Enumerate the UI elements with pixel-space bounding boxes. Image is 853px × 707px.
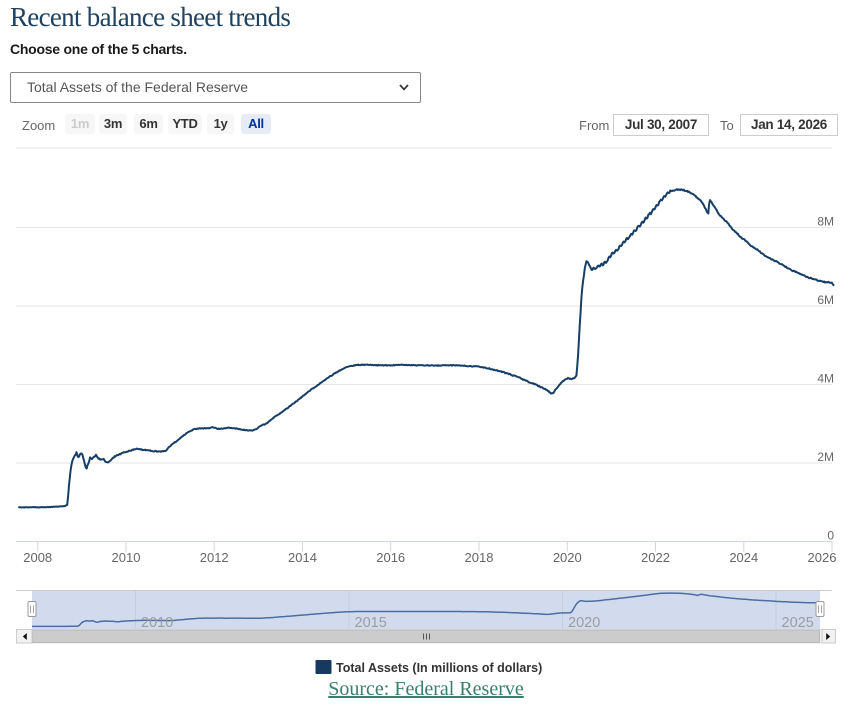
svg-text:6M: 6M (817, 293, 834, 307)
svg-text:Total Assets (In millions of d: Total Assets (In millions of dollars) (336, 661, 542, 675)
svg-text:2016: 2016 (376, 550, 405, 565)
svg-text:2026: 2026 (808, 550, 837, 565)
svg-text:2014: 2014 (288, 550, 317, 565)
svg-text:2018: 2018 (465, 550, 494, 565)
svg-text:2022: 2022 (641, 550, 670, 565)
svg-text:2020: 2020 (568, 615, 600, 631)
svg-text:2010: 2010 (112, 550, 141, 565)
svg-text:2020: 2020 (553, 550, 582, 565)
svg-text:2024: 2024 (729, 550, 758, 565)
svg-text:2010: 2010 (141, 615, 173, 631)
svg-text:2012: 2012 (200, 550, 229, 565)
svg-text:Source: Federal Reserve: Source: Federal Reserve (328, 678, 524, 700)
svg-text:4M: 4M (817, 372, 834, 386)
svg-text:2M: 2M (817, 450, 834, 464)
svg-text:2008: 2008 (23, 550, 52, 565)
svg-text:2015: 2015 (355, 615, 387, 631)
svg-text:8M: 8M (817, 215, 834, 229)
svg-text:2025: 2025 (782, 615, 814, 631)
svg-text:0: 0 (827, 529, 834, 543)
